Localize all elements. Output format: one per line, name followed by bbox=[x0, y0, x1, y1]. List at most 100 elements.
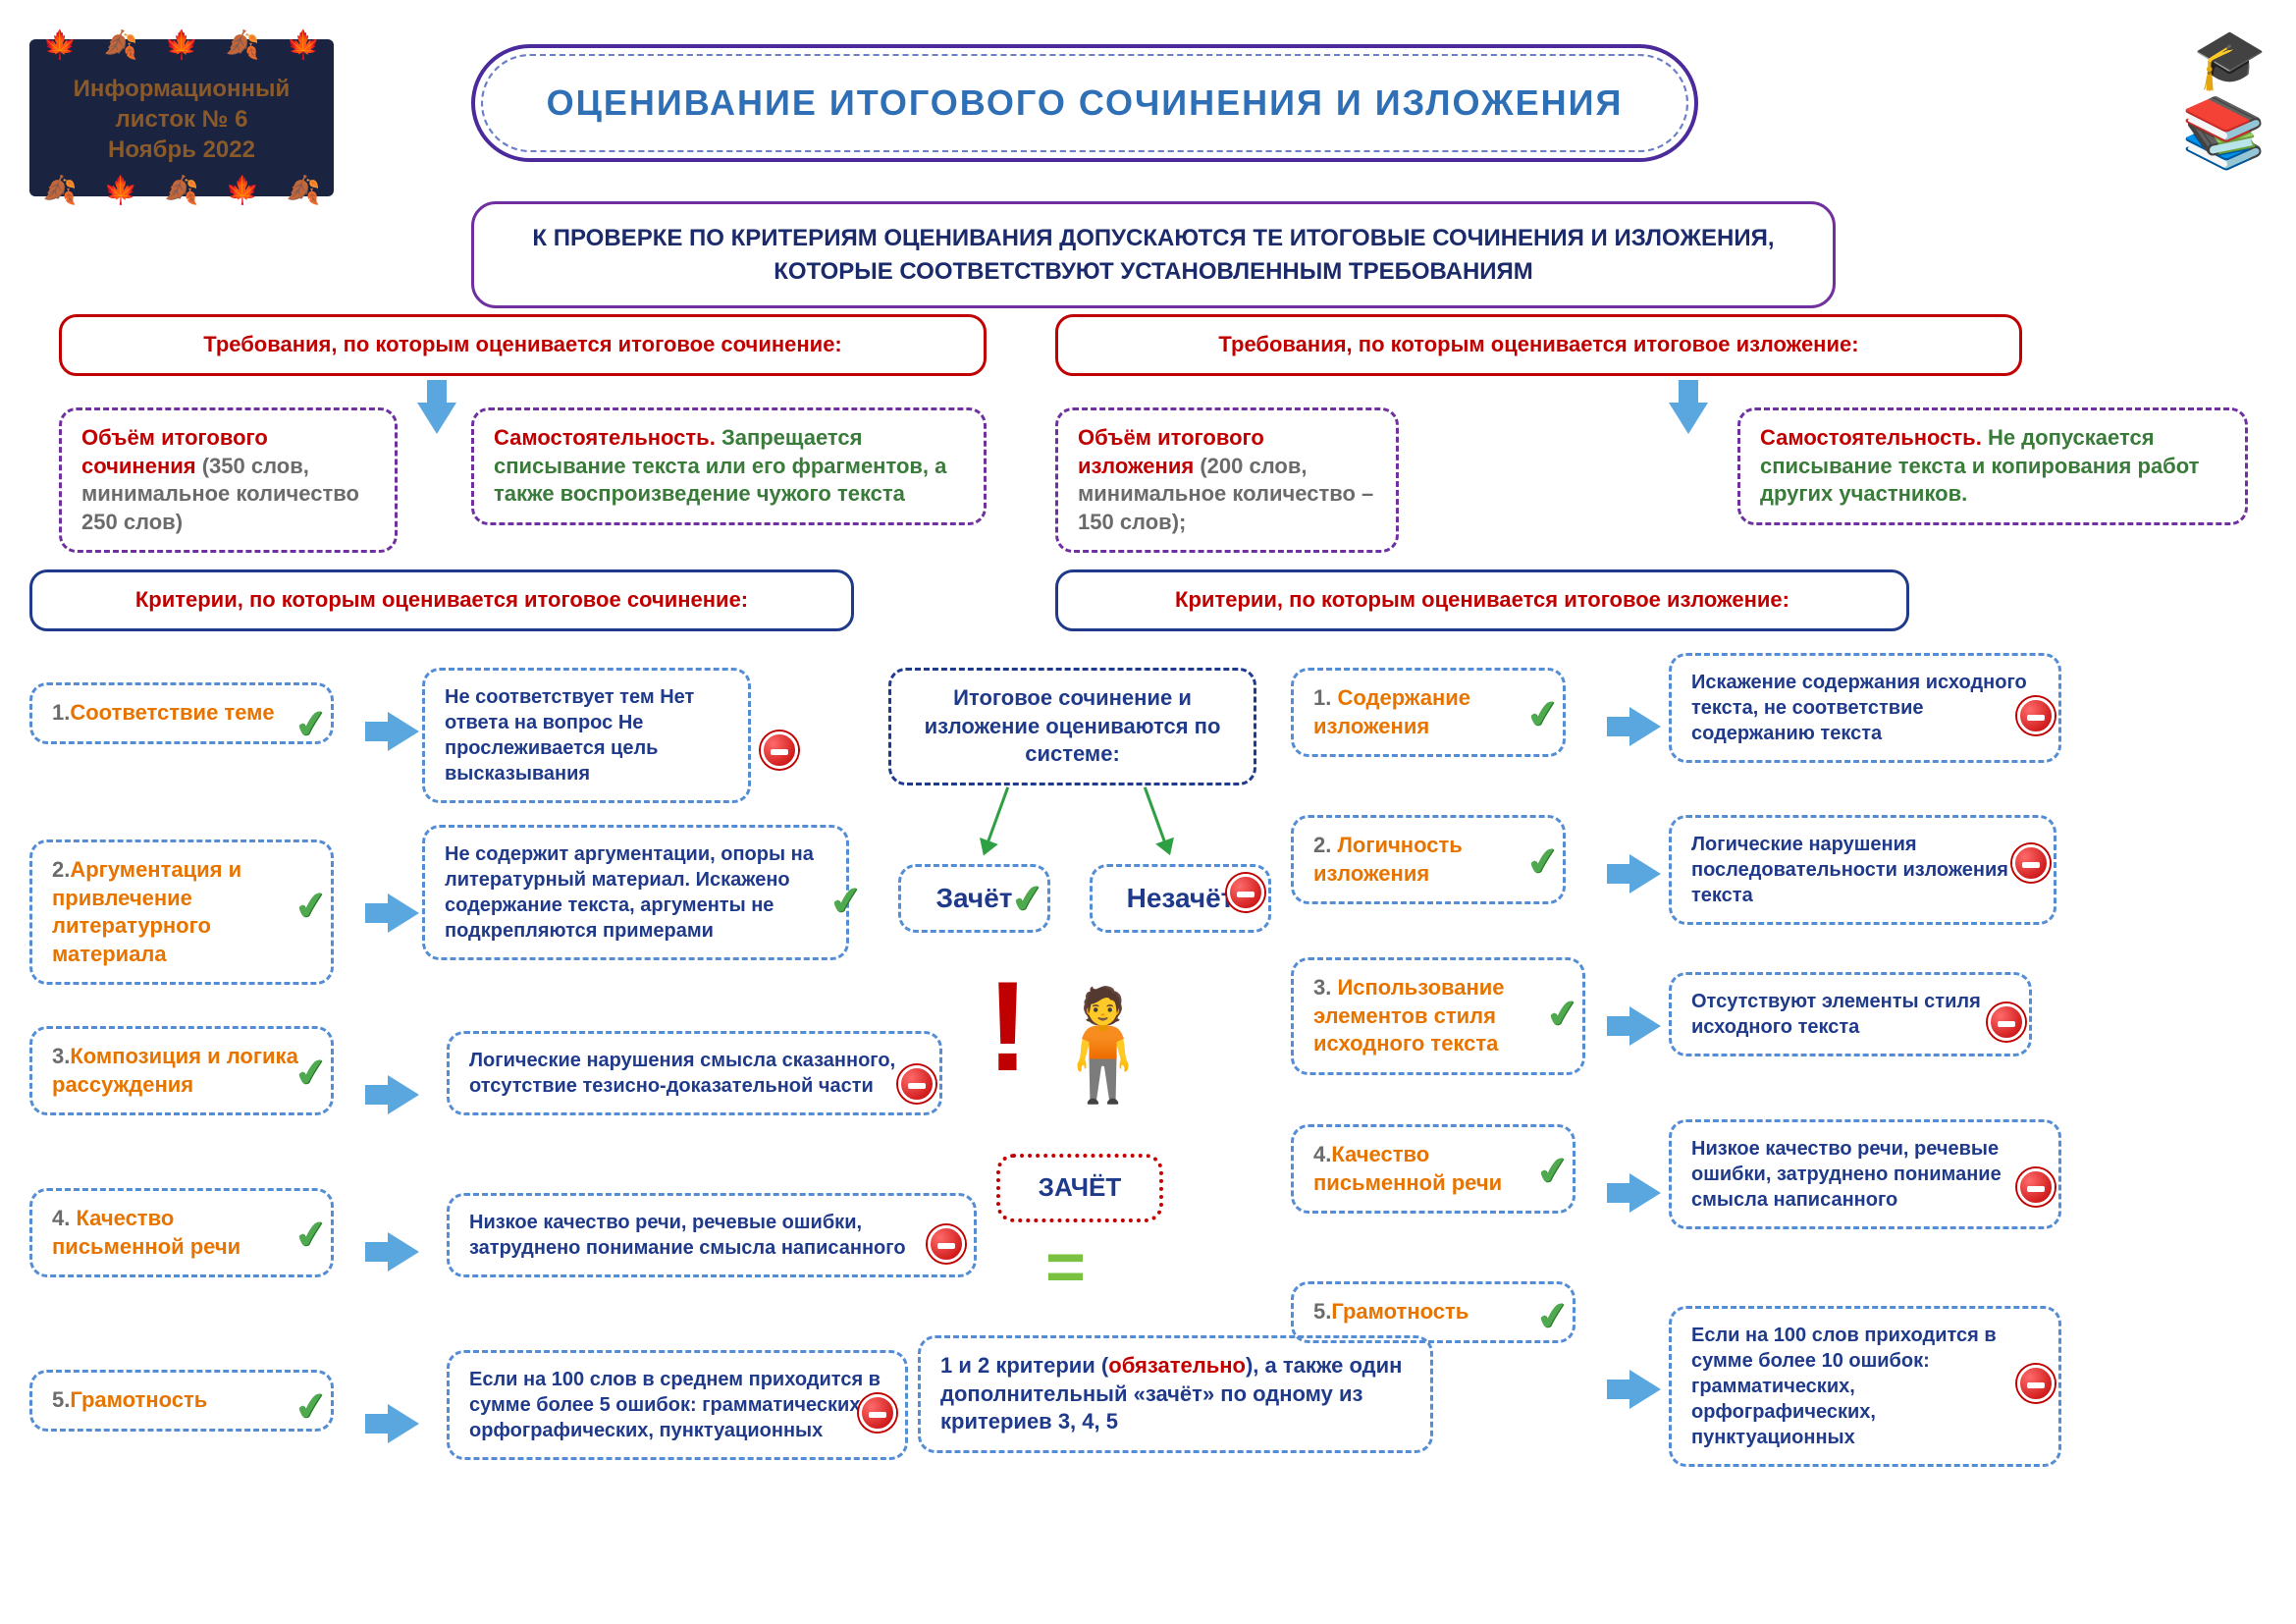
soch-k2-desc: Не содержит аргументации, опоры на литер… bbox=[422, 825, 849, 960]
crit-soch-header: Критерии, по которым оценивается итогово… bbox=[29, 569, 854, 631]
nezachet-label: Незачёт bbox=[1127, 883, 1235, 913]
izl-k4-desc: Низкое качество речи, речевые ошибки, за… bbox=[1669, 1119, 2061, 1229]
arrow-right-icon bbox=[1629, 707, 1661, 746]
stop-icon bbox=[761, 731, 798, 769]
soch-self-red: Самостоятельность. bbox=[494, 425, 716, 450]
izl-self-red: Самостоятельность. bbox=[1760, 425, 1982, 450]
stop-icon bbox=[2017, 1168, 2055, 1206]
check-icon: ✔ bbox=[292, 1382, 331, 1432]
soch-k5-box: 5.Грамотность bbox=[29, 1370, 334, 1432]
izl-k2-t: Логичность изложения bbox=[1313, 833, 1463, 886]
soch-k2-n: 2. bbox=[52, 857, 70, 882]
stop-icon bbox=[2017, 697, 2055, 734]
leaflet-line1: Информационный bbox=[29, 74, 334, 104]
soch-k1-desc: Не соответствует тем Нет ответа на вопро… bbox=[422, 668, 751, 803]
stop-icon bbox=[1227, 874, 1264, 911]
arrow-right-icon bbox=[1629, 1173, 1661, 1213]
izl-k3-box: 3. Использование элементов стиля исходно… bbox=[1291, 957, 1585, 1075]
leaf-decor-top: 🍁🍂🍁🍂🍁 bbox=[29, 27, 334, 63]
central-system-box: Итоговое сочинение и изложение оценивают… bbox=[888, 668, 1256, 785]
check-icon: ✔ bbox=[1533, 1147, 1573, 1196]
check-icon: ✔ bbox=[827, 877, 866, 926]
green-arrow-icon bbox=[987, 786, 1009, 842]
check-icon: ✔ bbox=[1008, 875, 1047, 924]
soch-k1-t: Соответствие теме bbox=[70, 700, 274, 725]
leaflet-line3: Ноябрь 2022 bbox=[29, 135, 334, 165]
stop-icon bbox=[1988, 1003, 2025, 1041]
soch-k5-desc: Если на 100 слов в среднем приходится в … bbox=[447, 1350, 908, 1460]
bottom-rule-box: 1 и 2 критерии (обязательно), а также од… bbox=[918, 1335, 1433, 1453]
arrow-right-icon bbox=[388, 1075, 419, 1114]
soch-volume-box: Объём итогового сочинения (350 слов, мин… bbox=[59, 407, 398, 553]
stop-icon bbox=[928, 1225, 965, 1263]
title-text: ОЦЕНИВАНИЕ ИТОГОВОГО СОЧИНЕНИЯ И ИЗЛОЖЕН… bbox=[547, 82, 1624, 124]
izl-k1-t: Содержание изложения bbox=[1313, 685, 1470, 738]
check-icon: ✔ bbox=[292, 700, 331, 749]
soch-k2-box: 2.Аргументация и привлечение литературно… bbox=[29, 839, 334, 985]
izl-k2-desc: Логические нарушения последовательности … bbox=[1669, 815, 2056, 925]
soch-k3-box: 3.Композиция и логика рассуждения bbox=[29, 1026, 334, 1115]
bottom-rule-a: 1 и 2 критерии ( bbox=[940, 1353, 1108, 1378]
stop-icon bbox=[2012, 844, 2050, 882]
arrow-right-icon bbox=[388, 893, 419, 933]
izl-self-box: Самостоятельность. Не допускается списыв… bbox=[1737, 407, 2248, 525]
leaflet-line2: листок № 6 bbox=[29, 104, 334, 135]
arrow-down-icon bbox=[1669, 403, 1708, 434]
izl-k1-desc: Искажение содержания исходного текста, н… bbox=[1669, 653, 2061, 763]
gradcap-icon: 🎓 bbox=[2193, 25, 2267, 94]
check-icon: ✔ bbox=[1523, 690, 1563, 739]
check-icon: ✔ bbox=[292, 882, 331, 931]
zachet-label: Зачёт bbox=[936, 883, 1013, 913]
soch-k3-n: 3. bbox=[52, 1044, 70, 1068]
check-icon: ✔ bbox=[1523, 838, 1563, 887]
soch-k3-t: Композиция и логика рассуждения bbox=[52, 1044, 298, 1097]
check-icon: ✔ bbox=[1543, 990, 1582, 1039]
exclaim-icon: ! bbox=[987, 952, 1029, 1100]
stop-icon bbox=[898, 1065, 935, 1103]
soch-k5-n: 5. bbox=[52, 1387, 70, 1412]
title-banner: ОЦЕНИВАНИЕ ИТОГОВОГО СОЧИНЕНИЯ И ИЗЛОЖЕН… bbox=[471, 44, 1698, 162]
green-arrow-icon bbox=[1144, 786, 1166, 842]
figure-icon: 🧍 bbox=[1036, 982, 1170, 1109]
bottom-rule-b: обязательно bbox=[1108, 1353, 1246, 1378]
soch-k4-box: 4. Качество письменной речи bbox=[29, 1188, 334, 1277]
stop-icon bbox=[859, 1394, 896, 1432]
subtitle-box: К ПРОВЕРКЕ ПО КРИТЕРИЯМ ОЦЕНИВАНИЯ ДОПУС… bbox=[471, 201, 1836, 308]
izl-k1-n: 1. bbox=[1313, 685, 1331, 710]
check-icon: ✔ bbox=[292, 1211, 331, 1260]
izl-k5-box: 5.Грамотность bbox=[1291, 1281, 1575, 1343]
arrow-right-icon bbox=[1629, 854, 1661, 893]
soch-k1-n: 1. bbox=[52, 700, 70, 725]
req-soch-header: Требования, по которым оценивается итого… bbox=[59, 314, 987, 376]
izl-k5-t: Грамотность bbox=[1331, 1299, 1468, 1324]
crit-izl-header: Критерии, по которым оценивается итогово… bbox=[1055, 569, 1909, 631]
izl-k4-box: 4.Качество письменной речи bbox=[1291, 1124, 1575, 1214]
soch-k1-box: 1.Соответствие теме bbox=[29, 682, 334, 744]
soch-k4-desc: Низкое качество речи, речевые ошибки, за… bbox=[447, 1193, 977, 1277]
izl-k5-desc: Если на 100 слов приходится в сумме боле… bbox=[1669, 1306, 2061, 1467]
izl-k3-t: Использование элементов стиля исходного … bbox=[1313, 975, 1505, 1056]
izl-k3-desc: Отсутствуют элементы стиля исходного тек… bbox=[1669, 972, 2032, 1056]
soch-k4-t: Качество письменной речи bbox=[52, 1206, 240, 1259]
izl-volume-box: Объём итогового изложения (200 слов, мин… bbox=[1055, 407, 1399, 553]
izl-k5-n: 5. bbox=[1313, 1299, 1331, 1324]
leaf-decor-bottom: 🍂🍁🍂🍁🍂 bbox=[29, 173, 334, 208]
arrow-right-icon bbox=[1629, 1006, 1661, 1046]
arrow-right-icon bbox=[388, 712, 419, 751]
soch-k4-n: 4. bbox=[52, 1206, 70, 1230]
soch-k5-t: Грамотность bbox=[70, 1387, 207, 1412]
arrow-right-icon bbox=[388, 1404, 419, 1443]
izl-k2-n: 2. bbox=[1313, 833, 1331, 857]
req-izl-header: Требования, по которым оценивается итого… bbox=[1055, 314, 2022, 376]
izl-k4-n: 4. bbox=[1313, 1142, 1331, 1166]
izl-k3-n: 3. bbox=[1313, 975, 1331, 1000]
izl-k2-box: 2. Логичность изложения bbox=[1291, 815, 1566, 904]
arrow-down-icon bbox=[417, 403, 456, 434]
soch-self-box: Самостоятельность. Запрещается списывани… bbox=[471, 407, 987, 525]
equals-icon: = bbox=[1045, 1227, 1086, 1306]
info-leaflet-badge: 🍁🍂🍁🍂🍁 Информационный листок № 6 Ноябрь 2… bbox=[29, 39, 334, 196]
zachet-caps-box: ЗАЧЁТ bbox=[996, 1154, 1163, 1222]
izl-k1-box: 1. Содержание изложения bbox=[1291, 668, 1566, 757]
arrow-right-icon bbox=[1629, 1370, 1661, 1409]
izl-k4-t: Качество письменной речи bbox=[1313, 1142, 1502, 1195]
